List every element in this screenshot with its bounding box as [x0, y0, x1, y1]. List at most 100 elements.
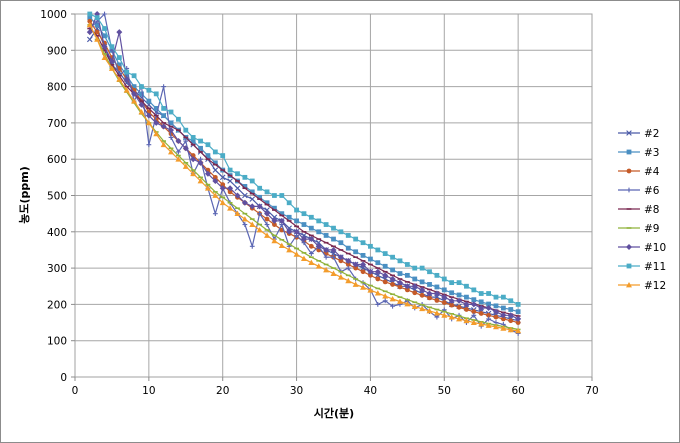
data-point	[146, 87, 152, 93]
data-point	[508, 318, 514, 324]
data-point	[160, 123, 167, 130]
data-point	[139, 91, 144, 97]
data-point	[234, 192, 241, 199]
data-point	[123, 87, 130, 93]
data-point	[507, 312, 514, 319]
data-point	[323, 246, 330, 253]
data-point	[352, 261, 359, 268]
data-point	[374, 290, 381, 296]
data-point	[345, 277, 352, 284]
data-point	[235, 171, 240, 177]
data-point	[404, 262, 410, 267]
data-point	[153, 119, 160, 126]
data-point	[256, 203, 263, 210]
data-point	[330, 270, 337, 276]
legend: #2 #3 #4 #6 #8 #9 #10 #11 #12	[618, 128, 666, 292]
data-point	[300, 255, 307, 262]
data-point	[382, 298, 388, 304]
data-point	[367, 268, 374, 275]
data-point	[463, 301, 470, 308]
data-point	[434, 284, 440, 290]
data-point	[471, 309, 477, 315]
data-point	[412, 290, 418, 296]
legend-marker	[626, 244, 632, 250]
data-point	[241, 199, 248, 206]
series-line	[89, 17, 519, 313]
data-point	[219, 199, 226, 206]
data-point	[338, 240, 344, 246]
data-point	[463, 317, 470, 324]
legend-label: #2	[644, 128, 659, 140]
data-point	[131, 84, 137, 89]
y-tick-label: 500	[47, 191, 67, 203]
data-point	[323, 266, 330, 273]
data-point	[145, 112, 152, 119]
legend-label: #9	[644, 223, 659, 235]
data-point	[360, 252, 366, 258]
data-point	[419, 292, 425, 298]
data-point	[308, 251, 314, 256]
data-point	[153, 91, 159, 97]
data-point	[86, 29, 93, 36]
y-tick-label: 0	[60, 372, 67, 384]
data-point	[426, 290, 433, 297]
data-point	[220, 153, 226, 158]
data-point	[397, 284, 403, 290]
data-point	[500, 325, 507, 331]
data-point	[153, 105, 159, 111]
data-point	[182, 163, 189, 169]
data-point	[478, 311, 484, 316]
data-point	[139, 84, 144, 89]
series-line	[89, 20, 519, 324]
data-point	[493, 294, 499, 300]
y-axis-title: 농도(ppm)	[18, 166, 31, 224]
data-point	[353, 236, 359, 242]
data-point	[345, 233, 351, 238]
data-point	[241, 216, 248, 222]
data-point	[375, 260, 381, 266]
data-point	[94, 22, 100, 28]
data-point	[116, 62, 122, 68]
data-point	[257, 211, 263, 217]
data-point	[456, 297, 463, 304]
data-point	[234, 210, 241, 217]
data-point	[485, 305, 492, 312]
data-point	[464, 283, 469, 289]
x-tick-label: 20	[216, 385, 229, 397]
data-point	[198, 145, 203, 151]
data-point	[271, 237, 278, 244]
data-point	[190, 170, 197, 177]
data-point	[161, 105, 167, 111]
data-point	[198, 138, 203, 144]
data-point	[227, 205, 234, 211]
data-point	[160, 141, 167, 148]
data-point	[116, 76, 123, 82]
data-point	[337, 254, 344, 261]
data-point	[404, 301, 411, 307]
data-point	[315, 263, 322, 269]
data-point	[131, 73, 137, 79]
data-point	[515, 327, 522, 334]
data-point	[353, 249, 359, 255]
x-tick-label: 0	[72, 385, 79, 397]
x-tick-label: 40	[364, 385, 377, 397]
data-point	[308, 225, 314, 231]
data-point	[375, 276, 381, 282]
series-n12	[86, 21, 522, 334]
data-point	[411, 303, 418, 309]
data-point	[219, 185, 226, 192]
data-point	[353, 265, 359, 271]
data-point	[500, 305, 506, 311]
legend-item: #10	[618, 242, 666, 254]
data-point	[183, 127, 189, 133]
data-point	[300, 236, 307, 243]
data-point	[108, 58, 115, 65]
data-point	[293, 228, 300, 235]
data-point	[464, 294, 469, 300]
data-point	[87, 18, 93, 24]
data-point	[94, 29, 100, 35]
data-point	[294, 207, 299, 213]
data-point	[471, 287, 477, 293]
data-point	[448, 297, 455, 304]
